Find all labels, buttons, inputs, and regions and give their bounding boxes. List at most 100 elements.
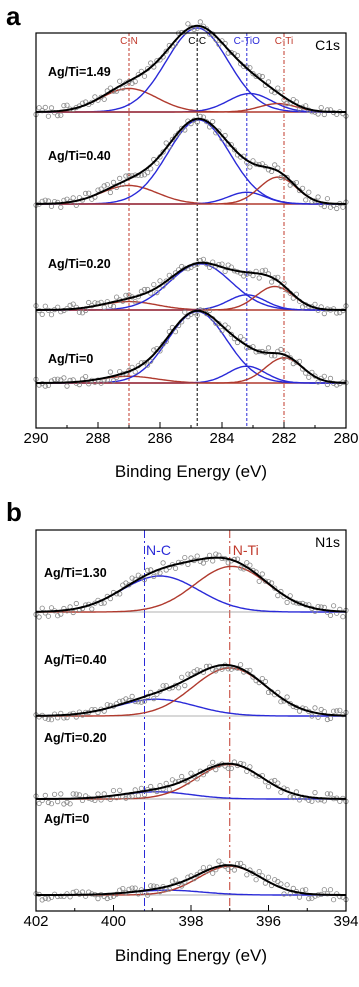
data-point bbox=[101, 600, 107, 606]
data-point bbox=[148, 783, 154, 790]
data-point bbox=[42, 303, 48, 309]
x-tick-label: 286 bbox=[147, 430, 172, 447]
data-point bbox=[247, 164, 253, 170]
data-point bbox=[117, 175, 123, 181]
fit-component bbox=[36, 763, 346, 800]
data-point bbox=[101, 304, 107, 310]
data-point bbox=[290, 360, 296, 367]
data-point bbox=[315, 194, 321, 200]
data-point bbox=[104, 182, 110, 188]
data-point bbox=[39, 897, 45, 903]
core-level-label: N1s bbox=[315, 534, 340, 550]
data-point bbox=[309, 798, 315, 804]
data-point bbox=[340, 614, 346, 620]
data-point bbox=[45, 198, 52, 204]
data-point bbox=[182, 127, 188, 133]
data-point bbox=[95, 187, 101, 193]
data-point bbox=[107, 796, 114, 803]
data-point bbox=[299, 185, 306, 191]
data-point bbox=[141, 576, 148, 583]
data-point bbox=[79, 889, 86, 895]
core-level-label: C1s bbox=[315, 37, 340, 53]
sample-label: Ag/Ti=0 bbox=[48, 352, 93, 366]
data-point bbox=[45, 799, 52, 806]
data-point bbox=[207, 264, 213, 270]
data-point bbox=[210, 870, 216, 876]
data-point bbox=[148, 166, 154, 172]
data-point bbox=[327, 791, 334, 797]
data-point bbox=[126, 172, 132, 179]
data-point bbox=[228, 666, 234, 672]
data-point bbox=[284, 174, 290, 181]
data-point bbox=[160, 149, 166, 155]
data-point bbox=[253, 73, 259, 80]
x-tick-label: 398 bbox=[178, 913, 203, 930]
spectrum: Ag/Ti=1.30 bbox=[33, 551, 349, 620]
data-point bbox=[48, 717, 55, 723]
data-point bbox=[172, 565, 179, 571]
data-point bbox=[284, 101, 290, 107]
fit-envelope bbox=[36, 864, 346, 896]
data-point bbox=[265, 79, 272, 85]
data-point bbox=[160, 683, 166, 689]
data-point bbox=[315, 379, 321, 385]
data-point bbox=[262, 578, 268, 584]
x-tick-label: 290 bbox=[23, 430, 48, 447]
data-point bbox=[110, 378, 117, 384]
data-point bbox=[55, 113, 61, 119]
data-point bbox=[200, 865, 206, 871]
data-point bbox=[89, 606, 95, 612]
data-point bbox=[207, 307, 213, 314]
data-point bbox=[210, 759, 216, 765]
data-point bbox=[39, 108, 45, 114]
data-point bbox=[45, 613, 52, 619]
fit-envelope bbox=[36, 24, 346, 113]
data-point bbox=[324, 716, 330, 723]
data-point bbox=[275, 274, 281, 280]
data-point bbox=[247, 562, 253, 568]
data-point bbox=[216, 320, 222, 327]
data-point bbox=[228, 49, 234, 56]
data-point bbox=[194, 553, 200, 559]
data-point bbox=[334, 205, 340, 212]
data-point bbox=[48, 605, 55, 611]
data-point bbox=[321, 887, 327, 893]
data-point bbox=[145, 170, 151, 176]
data-point bbox=[222, 268, 228, 274]
data-point bbox=[36, 105, 42, 111]
data-point bbox=[262, 267, 268, 273]
data-point bbox=[73, 791, 79, 797]
data-point bbox=[259, 73, 265, 80]
data-point bbox=[61, 103, 67, 109]
data-point bbox=[42, 895, 48, 902]
data-point bbox=[210, 118, 216, 125]
data-point bbox=[321, 203, 327, 210]
data-point bbox=[272, 585, 278, 591]
data-point bbox=[39, 311, 45, 317]
data-point bbox=[259, 268, 265, 274]
data-point bbox=[210, 558, 216, 564]
data-point bbox=[141, 359, 148, 366]
data-point bbox=[120, 885, 126, 892]
fit-component bbox=[36, 92, 346, 113]
data-point bbox=[151, 883, 157, 889]
data-point bbox=[234, 52, 241, 59]
data-point bbox=[306, 189, 312, 195]
data-point bbox=[290, 180, 296, 186]
fit-envelope bbox=[36, 261, 346, 311]
panel-b: b N-C N-Ti N1s Ag/Ti=1.30 Ag/Ti=0.40 Ag/Ti=0.2… bbox=[6, 497, 359, 965]
data-point bbox=[98, 380, 104, 386]
data-point bbox=[123, 795, 129, 801]
plot-frame bbox=[35, 32, 347, 429]
spectrum: Ag/Ti=0 bbox=[33, 812, 349, 903]
data-point bbox=[145, 892, 151, 898]
data-point bbox=[172, 133, 179, 139]
data-point bbox=[76, 309, 83, 315]
fit-component bbox=[36, 87, 346, 113]
data-point bbox=[278, 174, 284, 181]
data-point bbox=[228, 765, 234, 772]
x-tick-label: 400 bbox=[101, 913, 126, 930]
data-point bbox=[275, 592, 281, 599]
data-point bbox=[265, 345, 272, 351]
data-point bbox=[148, 358, 154, 364]
